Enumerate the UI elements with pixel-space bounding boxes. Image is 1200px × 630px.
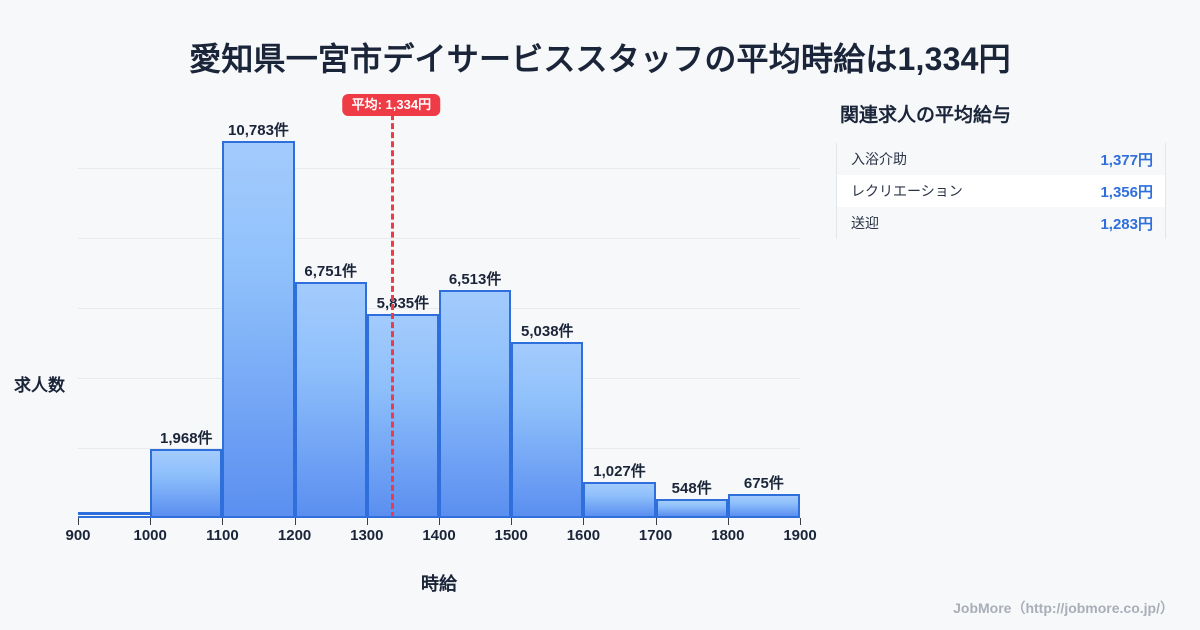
x-axis-tick-label: 1500 bbox=[494, 527, 528, 544]
bar-value-label: 1,968件 bbox=[160, 430, 213, 448]
related-job-label: 入浴介助 bbox=[851, 151, 907, 167]
x-axis-tick bbox=[727, 518, 729, 525]
x-axis-tick bbox=[366, 518, 368, 525]
related-job-value: 1,283円 bbox=[1100, 215, 1153, 233]
x-axis-tick bbox=[655, 518, 657, 525]
x-axis-tick-label: 1600 bbox=[566, 527, 601, 544]
bar[interactable] bbox=[150, 449, 223, 518]
x-axis-tick bbox=[294, 518, 296, 525]
x-axis-tick bbox=[78, 518, 79, 525]
x-axis-tick bbox=[439, 518, 440, 525]
x-axis-title: 時給 bbox=[421, 574, 457, 594]
related-jobs-panel: 関連求人の平均給与 入浴介助 1,377円レクリエーション 1,356円送迎 1,28… bbox=[836, 100, 1166, 239]
x-axis-line bbox=[78, 516, 800, 518]
gridline bbox=[78, 238, 800, 239]
mean-line bbox=[391, 96, 395, 518]
bar-value-label: 1,027件 bbox=[593, 463, 646, 481]
bar-value-label: 5,835件 bbox=[376, 294, 430, 312]
x-axis-tick-label: 1700 bbox=[638, 527, 673, 544]
related-jobs-title: 関連求人の平均給与 bbox=[840, 105, 1012, 126]
footer-credit: JobMore（http://jobmore.co.jp/） bbox=[953, 600, 1174, 616]
x-axis-tick bbox=[150, 518, 152, 525]
mean-badge: 平均: 1,334円 bbox=[342, 94, 441, 116]
related-job-row[interactable]: 送迎 1,283円 bbox=[837, 207, 1165, 239]
bar-value-label: 6,751件 bbox=[304, 262, 357, 280]
bar-value-label: 675件 bbox=[743, 475, 784, 493]
plot-area: 1,968件 10,783件 6,751件 5,835件 6,513件 5,038件 1,0… bbox=[78, 94, 800, 518]
x-axis-tick bbox=[583, 518, 585, 525]
bar[interactable] bbox=[78, 512, 151, 518]
related-job-row[interactable]: レクリエーション 1,356円 bbox=[837, 175, 1165, 207]
x-axis-tick-label: 1100 bbox=[206, 527, 239, 544]
x-axis-tick-label: 1000 bbox=[133, 527, 167, 544]
related-job-value: 1,377円 bbox=[1100, 151, 1153, 169]
x-axis-tick-label: 1800 bbox=[711, 527, 745, 544]
x-axis: 900 1000 1100 1200 1300 1400 1500 1600 1700 1800 1… bbox=[65, 518, 817, 558]
related-job-value: 1,356円 bbox=[1100, 183, 1153, 201]
related-job-label: 送迎 bbox=[851, 215, 879, 231]
related-job-label: レクリエーション bbox=[851, 183, 963, 199]
bar[interactable] bbox=[222, 140, 295, 518]
bar[interactable] bbox=[511, 341, 584, 518]
related-job-row[interactable]: 入浴介助 1,377円 bbox=[837, 143, 1165, 175]
page-title: 愛知県一宮市デイサービススタッフの平均時給は1,334円 bbox=[189, 41, 1011, 77]
x-axis-tick-label: 900 bbox=[65, 527, 91, 544]
x-axis-tick-label: 1400 bbox=[422, 527, 456, 544]
related-jobs-table: 入浴介助 1,377円レクリエーション 1,356円送迎 1,283円 bbox=[836, 143, 1166, 239]
bar[interactable] bbox=[366, 313, 439, 518]
bar[interactable] bbox=[294, 281, 367, 518]
bar-value-label: 548件 bbox=[671, 479, 712, 497]
x-axis-tick-label: 1200 bbox=[277, 527, 312, 544]
x-axis-tick-label: 1900 bbox=[783, 527, 817, 544]
bar[interactable] bbox=[727, 494, 800, 518]
gridline bbox=[78, 168, 800, 169]
x-axis-tick bbox=[511, 518, 513, 525]
bar[interactable] bbox=[439, 290, 512, 518]
bar-value-label: 5,038件 bbox=[521, 322, 574, 340]
histogram-chart: 求人数 1,968件 10,783件 6,751件 5,835件 6,513件 5,038… bbox=[0, 92, 820, 592]
y-axis-title: 求人数 bbox=[14, 376, 65, 395]
x-axis-tick bbox=[222, 518, 224, 525]
x-axis-tick-label: 1300 bbox=[350, 527, 384, 544]
bar-value-label: 10,783件 bbox=[228, 121, 289, 139]
bar-value-label: 6,513件 bbox=[448, 271, 502, 289]
x-axis-tick bbox=[800, 518, 801, 525]
bar[interactable] bbox=[583, 482, 656, 518]
